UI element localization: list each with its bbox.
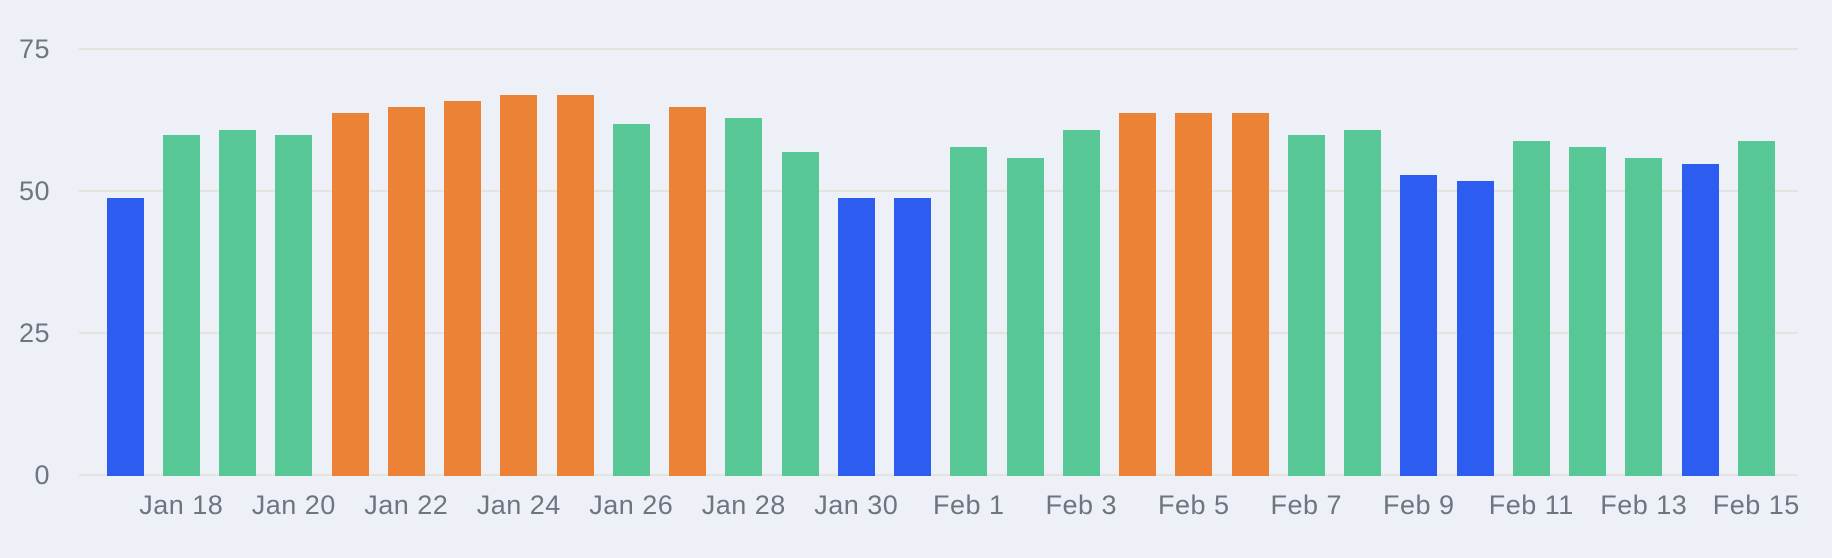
x-axis-tick-label-jan-24: Jan 24 [476,490,561,520]
gridline-y-50 [79,190,1798,192]
x-axis-tick-label-jan-20: Jan 20 [251,490,336,520]
bar-jan-24[interactable] [500,95,538,476]
bar-feb-2[interactable] [1006,157,1044,476]
bar-jan-18[interactable] [162,135,200,476]
x-axis-tick-label-feb-13: Feb 13 [1600,490,1688,520]
y-axis-tick-label-75: 75 [18,34,50,64]
gridline-y-0 [79,474,1798,476]
bar-jan-29[interactable] [781,152,819,476]
bar-jan-19[interactable] [219,129,256,476]
bar-feb-15[interactable] [1737,140,1775,476]
bar-jan-25[interactable] [556,95,594,476]
bar-feb-13[interactable] [1625,157,1663,476]
bar-feb-4[interactable] [1119,112,1156,476]
bar-feb-14[interactable] [1681,163,1719,476]
bar-jan-30[interactable] [837,197,875,476]
bar-feb-7[interactable] [1287,135,1325,476]
bar-feb-8[interactable] [1344,129,1381,476]
bar-jan-17[interactable] [106,197,144,476]
y-axis-tick-label-25: 25 [18,318,50,348]
bar-feb-5[interactable] [1175,112,1213,476]
bar-feb-1[interactable] [950,146,988,476]
bar-jan-23[interactable] [444,101,481,476]
bar-feb-10[interactable] [1456,180,1494,476]
bar-feb-3[interactable] [1062,129,1100,476]
x-axis-tick-label-jan-28: Jan 28 [701,490,786,520]
bar-jan-28[interactable] [725,118,763,476]
bar-jan-26[interactable] [612,123,650,476]
bar-jan-21[interactable] [331,112,369,476]
bar-feb-12[interactable] [1569,146,1606,476]
x-axis-tick-label-jan-22: Jan 22 [364,490,449,520]
bar-feb-6[interactable] [1231,112,1269,476]
x-axis-tick-label-jan-26: Jan 26 [589,490,674,520]
gridline-y-75 [79,48,1798,50]
x-axis-tick-label-jan-18: Jan 18 [139,490,224,520]
x-axis-tick-label-feb-1: Feb 1 [932,490,1005,520]
gridline-y-25 [79,332,1798,334]
x-axis-tick-label-feb-5: Feb 5 [1157,490,1230,520]
bar-jan-22[interactable] [387,106,425,476]
x-axis-tick-label-feb-7: Feb 7 [1270,490,1343,520]
x-axis-tick-label-feb-11: Feb 11 [1488,490,1574,520]
bar-feb-11[interactable] [1512,140,1550,476]
bar-jan-31[interactable] [894,197,931,476]
y-axis-tick-label-50: 50 [18,176,50,206]
bar-jan-20[interactable] [275,135,313,476]
bar-jan-27[interactable] [669,106,706,476]
bar-feb-9[interactable] [1400,175,1438,476]
x-axis-tick-label-feb-15: Feb 15 [1712,490,1800,520]
x-axis-tick-label-feb-9: Feb 9 [1382,490,1455,520]
y-axis-tick-label-0: 0 [34,460,50,490]
x-axis-tick-label-jan-30: Jan 30 [814,490,899,520]
x-axis-tick-label-feb-3: Feb 3 [1045,490,1118,520]
